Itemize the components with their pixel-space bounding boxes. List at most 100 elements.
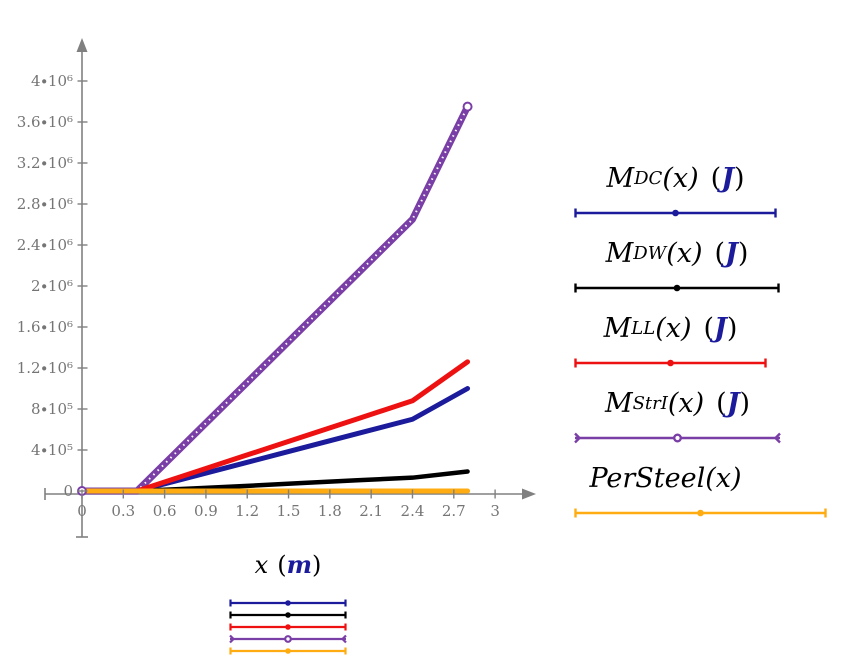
legend-entry-mdw: M DW (x) (J) [558,227,858,302]
y-tick-label: 1.6∙10⁶ [17,318,73,336]
x-tick-label: 0.6 [153,502,177,520]
mini-sample-3-ring-marker [284,635,292,643]
y-tick-label: 1.2∙10⁶ [17,359,73,377]
legend-label-mdw[interactable]: M DW (x) (J) [573,227,781,279]
curve-mstrix-marker-holes [82,106,469,492]
unit-close-paren: ) [739,387,751,419]
mini-legend-line-0 [229,599,347,607]
mini-legend-line-4 [229,647,347,655]
legend-entry-persteel: PerSteel (x) [558,452,858,527]
mini-legend-line-3 [229,634,347,644]
mini-legend-line-1 [229,611,347,619]
curve-mstri-end-ring [462,101,473,112]
legend-line-sample-mstri [574,432,781,444]
x-tick-label: 2.1 [359,502,383,520]
y-tick-label: 4∙10⁶ [31,72,73,90]
x-axis-mini-legend [228,597,348,657]
x-tick-label: 1.8 [318,502,342,520]
x-tick-label: 1.2 [235,502,259,520]
legend-label-mdc[interactable]: M DC (x) (J) [573,152,778,204]
legend-sample-4-dot-marker [697,509,704,517]
x-tick-label: 1.5 [277,502,301,520]
x-axis-arrow-icon [522,488,536,500]
mini-sample-4-dot-marker [285,648,291,654]
y-tick-label: 2∙10⁶ [31,277,73,295]
legend-sample-3-right-cap [773,432,781,444]
mini-sample-1-dot-marker [285,612,291,618]
unit-close-paren: ) [733,162,745,194]
unit-open-paren: ( [710,162,722,194]
x-tick-label: 2.7 [442,502,466,520]
legend-arg: (x) [655,312,692,344]
legend-var: M [604,387,633,419]
legend-entry-mstri: M StrI (x) (J) [558,377,858,452]
x-axis-unit: m [286,550,312,579]
legend-label-mll[interactable]: M LL (x) (J) [573,302,768,354]
unit-close-paren: ) [726,312,738,344]
legend-arg: (x) [666,237,703,269]
legend-subscript: StrI [632,392,668,414]
legend-sample-3-left-cap [574,432,582,444]
curve-mstrix [78,103,472,495]
mini-sample-3-left-cap [229,634,236,644]
legend-arg: (x) [667,387,705,419]
legend-unit: J [726,387,740,419]
legend-unit: J [721,162,734,194]
legend-sample-2-dot-marker [667,359,674,367]
legend-unit: J [714,312,727,344]
legend-line-sample-mdc [574,208,777,218]
ticks-group [77,80,496,499]
x-axis-label[interactable]: x (m) [228,550,348,579]
legend-unit: J [725,237,738,269]
mini-sample-3-right-cap [340,634,347,644]
legend-arg: (x) [662,162,699,194]
y-axis-arrow-icon [76,38,88,52]
legend-line-sample-mll [574,358,767,368]
y-tick-label: 2.8∙10⁶ [17,195,73,213]
legend-subscript: DW [633,242,667,264]
mini-sample-2-dot-marker [285,624,291,630]
x-tick-label: 0.9 [194,502,218,520]
legend-arg: (x) [705,462,742,494]
unit-open-paren: ( [277,551,287,579]
y-tick-label: 3.2∙10⁶ [17,154,73,172]
legend-label-persteel[interactable]: PerSteel (x) [573,452,758,504]
legend: M DC (x)(J) M DW (x)(J) M LL (x)(J) M StrI (x)(J… [558,152,858,527]
legend-entry-mll: M LL (x) (J) [558,302,858,377]
legend-line-sample-persteel [574,508,827,518]
y-tick-label: 2.4∙10⁶ [17,236,73,254]
unit-open-paren: ( [714,237,726,269]
x-tick-label: 0 [77,502,87,520]
curve-mllx [79,359,471,494]
x-tick-label: 3 [490,502,500,520]
unit-close-paren: ) [737,237,749,269]
y-tick-label: 3.6∙10⁶ [17,113,73,131]
legend-label-mstri[interactable]: M StrI (x) (J) [573,377,782,429]
y-tick-label: 0 [63,482,73,500]
y-tick-label: 4∙10⁵ [31,441,73,459]
legend-subscript: DC [634,167,663,189]
plot-area: 0 0.3 0.6 0.9 1.2 1.5 1.8 2.1 2.4 2.7 3 0 4∙10⁵ 8∙10⁵… [17,38,536,538]
legend-sample-3-ring-marker [672,433,682,443]
tick-labels-group: 0 0.3 0.6 0.9 1.2 1.5 1.8 2.1 2.4 2.7 3 0 4∙10⁵ 8∙10⁵… [17,72,500,520]
x-tick-label: 0.3 [111,502,135,520]
legend-var: M [605,237,634,269]
x-axis-variable: x [254,551,269,579]
legend-sample-0-dot-marker [672,209,679,217]
legend-line-sample-mdw [574,283,780,293]
mini-sample-0-dot-marker [285,600,291,606]
legend-var: PerSteel [589,462,706,494]
legend-sample-1-dot-marker [673,284,681,292]
legend-subscript: LL [631,317,656,339]
legend-entry-mdc: M DC (x) (J) [558,152,858,227]
unit-open-paren: ( [703,312,715,344]
y-tick-label: 8∙10⁵ [31,400,73,418]
x-tick-label: 2.4 [401,502,425,520]
mini-legend-line-2 [229,623,347,631]
unit-close-paren: ) [311,551,322,579]
unit-open-paren: ( [716,387,727,419]
legend-var: M [603,312,632,344]
legend-var: M [606,162,635,194]
curves-group [77,101,473,496]
